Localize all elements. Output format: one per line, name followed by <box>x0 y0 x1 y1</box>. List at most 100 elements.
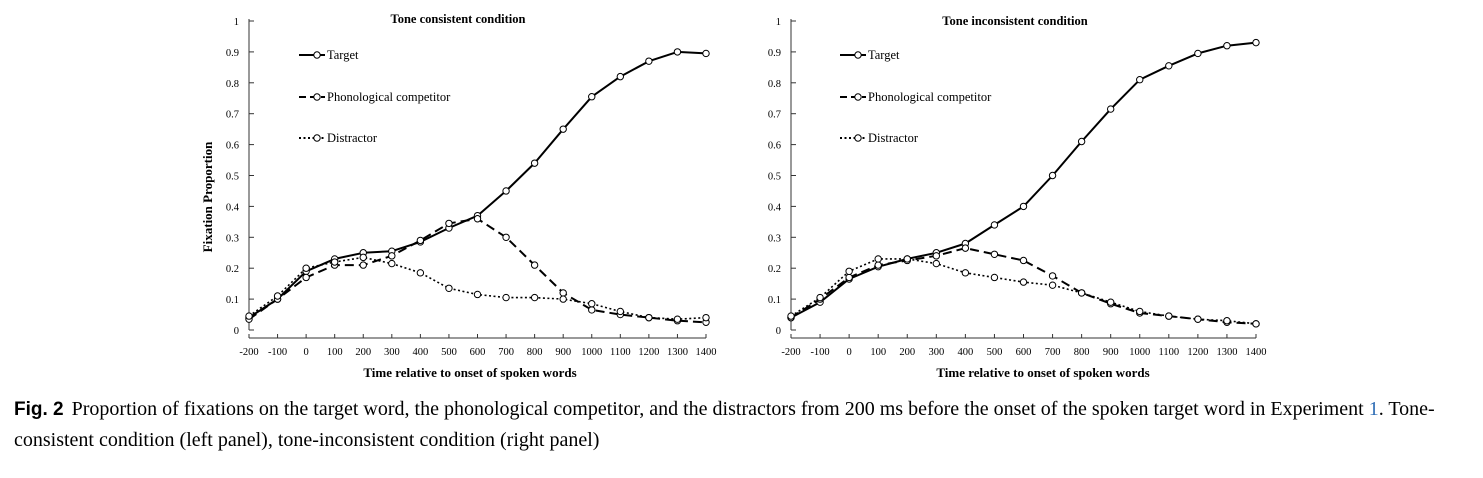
x-tick-label: 1400 <box>696 347 717 358</box>
data-point <box>588 93 596 101</box>
x-tick-label: 700 <box>1045 347 1061 358</box>
data-point <box>530 261 539 269</box>
data-point <box>903 255 911 263</box>
series-line-dashed <box>790 247 1257 325</box>
data-point <box>816 293 824 302</box>
legend-marker <box>313 93 321 101</box>
data-point <box>961 269 970 277</box>
x-tick-label: 1300 <box>667 347 688 358</box>
data-point <box>1194 49 1202 58</box>
caption-experiment-link[interactable]: 1 <box>1368 398 1379 420</box>
series-dotted <box>245 253 710 323</box>
data-point <box>416 269 425 277</box>
x-tick-label: 1400 <box>1246 347 1267 358</box>
caption-text-end: . Tone-consistent condition (left panel)… <box>14 398 1435 451</box>
x-tick-label: 500 <box>987 347 1003 358</box>
data-point <box>1048 171 1057 180</box>
y-tick-label: 0.7 <box>768 110 781 121</box>
x-tick-label: 700 <box>498 347 514 358</box>
y-tick-label: 0.1 <box>226 295 239 306</box>
y-tick-label: 1 <box>776 17 781 28</box>
data-point <box>530 293 539 302</box>
legend-label: Phonological competitor <box>868 90 992 104</box>
x-tick-label: 500 <box>441 347 457 358</box>
data-point <box>1252 320 1260 328</box>
series-line-dashed <box>248 217 707 324</box>
data-point <box>673 48 682 56</box>
data-point <box>273 292 282 300</box>
data-point <box>1136 76 1144 84</box>
legend-marker <box>313 51 321 59</box>
data-point <box>1223 42 1231 50</box>
series-dashed <box>787 244 1260 328</box>
data-point <box>673 315 682 323</box>
series-solid <box>245 48 710 322</box>
caption-text: Proportion of fixations on the target wo… <box>71 398 1369 420</box>
x-tick-label: 1000 <box>1129 347 1150 358</box>
x-axis-title: Time relative to onset of spoken words <box>936 365 1149 380</box>
x-tick-label: 1100 <box>1159 347 1180 358</box>
series-line-solid <box>790 41 1257 319</box>
data-point <box>359 261 367 269</box>
data-point <box>588 306 596 314</box>
data-point <box>1048 272 1057 280</box>
data-point <box>1048 281 1057 289</box>
chart-title: Tone consistent condition <box>391 12 526 26</box>
x-tick-label: 400 <box>413 347 429 358</box>
x-axis-title: Time relative to onset of spoken words <box>363 365 576 380</box>
chart-panel-2: Tone inconsistent condition 0 0.1 0.2 0.3 0.4… <box>768 14 1267 380</box>
data-point <box>845 267 853 275</box>
chart-panel-1: Tone consistent condition 0 0.1 0.2 0.3 0.4 0.… <box>200 12 717 380</box>
data-point <box>874 255 882 263</box>
y-tick-label: 0.5 <box>768 172 781 183</box>
x-tick-label: 1200 <box>1187 347 1208 358</box>
x-tick-label: 900 <box>1103 347 1119 358</box>
x-tick-label: 1100 <box>610 347 631 358</box>
x-tick-label: 200 <box>899 347 915 358</box>
legend-label: Distractor <box>868 131 919 145</box>
series-line-dotted <box>790 258 1257 325</box>
data-point <box>616 307 625 316</box>
data-point <box>616 72 625 81</box>
y-tick-label: 0.3 <box>226 233 239 244</box>
y-tick-label: 0.2 <box>226 264 239 275</box>
x-tick-label: 100 <box>327 347 343 358</box>
data-point <box>530 159 539 167</box>
y-tick-label: 0.2 <box>768 264 781 275</box>
data-point <box>588 300 596 308</box>
series-dotted <box>787 255 1260 328</box>
data-point <box>961 244 970 252</box>
data-point <box>932 259 941 268</box>
data-point <box>473 215 482 223</box>
legend-marker <box>854 134 862 142</box>
x-tick-label: 300 <box>384 347 400 358</box>
y-tick-label: 0.6 <box>226 141 239 152</box>
legend-marker <box>854 51 862 59</box>
x-tick-label: -200 <box>239 347 258 358</box>
data-point <box>1165 312 1173 320</box>
series-line-solid <box>248 50 707 319</box>
series-dashed <box>245 215 710 326</box>
y-tick-label: 0.6 <box>768 141 781 152</box>
data-point <box>1019 202 1028 211</box>
x-tick-label: 0 <box>304 347 309 358</box>
x-tick-label: 1200 <box>638 347 659 358</box>
x-tick-label: 1000 <box>581 347 602 358</box>
x-tick-label: 300 <box>928 347 944 358</box>
y-tick-label: 0.9 <box>768 48 781 59</box>
y-tick-label: 0.8 <box>226 79 239 90</box>
data-point <box>559 125 567 133</box>
data-point <box>388 252 396 260</box>
data-point <box>845 273 853 282</box>
x-tick-label: 600 <box>1016 347 1032 358</box>
data-point <box>702 313 710 322</box>
legend-marker <box>854 93 862 101</box>
x-tick-label: 800 <box>1074 347 1090 358</box>
x-tick-label: 0 <box>847 347 852 358</box>
x-tick-label: 400 <box>958 347 974 358</box>
data-point <box>990 221 999 229</box>
data-point <box>645 57 653 65</box>
data-point <box>990 250 999 258</box>
x-tick-label: -100 <box>810 347 829 358</box>
x-tick-label: 900 <box>555 347 571 358</box>
